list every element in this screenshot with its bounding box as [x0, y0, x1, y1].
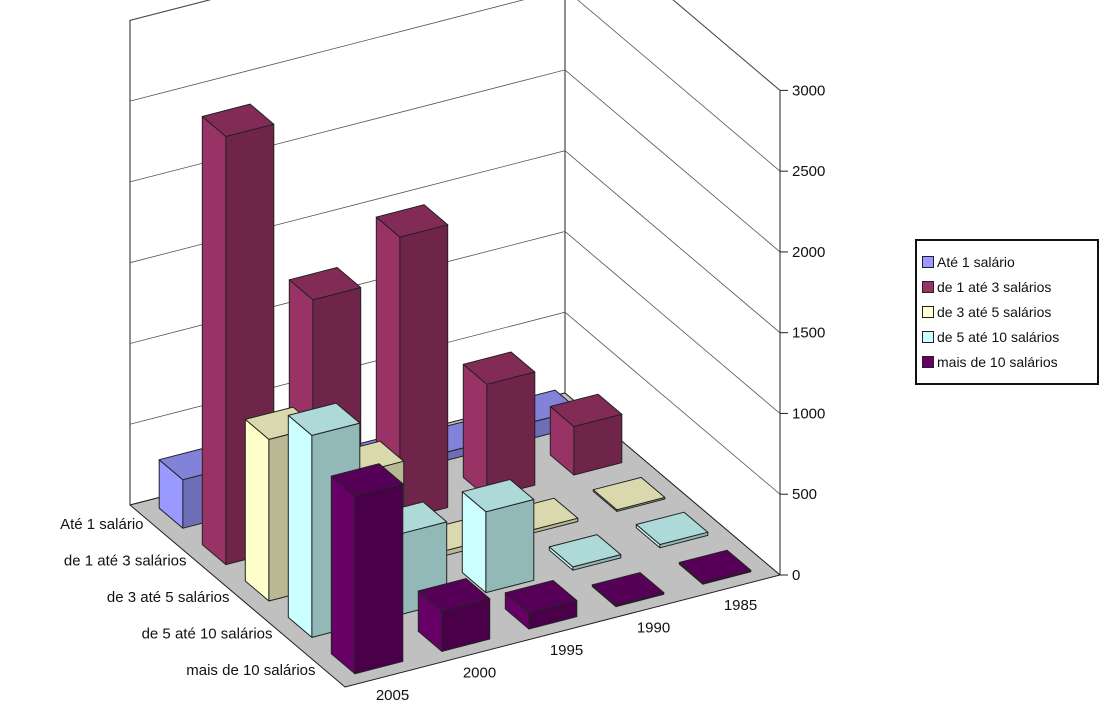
legend-label: de 5 até 10 salários: [937, 328, 1060, 345]
legend-item-5-a-10-salarios: de 5 até 10 salários: [922, 324, 1097, 349]
bar-1985-s1-top: [549, 393, 623, 427]
series-axis-label: mais de 10 salários: [186, 662, 315, 679]
bar-1985-s2-top: [592, 476, 666, 511]
y-tick-label: 1000: [792, 405, 825, 422]
legend-item-mais-de-10-salarios: mais de 10 salários: [922, 349, 1097, 374]
legend-item-ate-1-salario: Até 1 salário: [922, 249, 1097, 274]
series-axis-label: de 5 até 10 salários: [142, 625, 273, 642]
legend-item-3-a-5-salarios: de 3 até 5 salários: [922, 299, 1097, 324]
bar-1990-s1-top: [462, 351, 536, 385]
bar-2005-s1-top: [201, 103, 275, 137]
bar-1995-s4-top: [504, 580, 578, 614]
bar-2005-s4-face-front: [354, 483, 404, 675]
x-tick-label: 2005: [376, 687, 409, 704]
legend: Até 1 salário de 1 até 3 salários de 3 a…: [915, 239, 1099, 385]
y-tick-label: 0: [792, 567, 800, 584]
gridline: [129, 69, 781, 253]
legend-label: de 1 até 3 salários: [937, 278, 1052, 295]
x-tick-label: 1985: [724, 597, 757, 614]
legend-swatch: [922, 305, 934, 318]
x-tick-label: 2000: [463, 664, 496, 681]
bar-1995-s3-face-front: [485, 499, 535, 594]
bar-2005-s2-face-left: [244, 418, 270, 602]
bar-1990-s4-top: [591, 572, 665, 606]
bar-2005-s1-face-left: [201, 116, 227, 566]
bar-2005-s4-top: [330, 463, 404, 497]
bar-1995-s3-top: [461, 479, 535, 513]
bar-1995-s1-face-front: [399, 224, 449, 521]
series-axis-label: Até 1 salário: [60, 516, 143, 533]
y-tick-label: 2000: [792, 244, 825, 261]
legend-swatch: [922, 330, 934, 343]
bar-1990-s1-face-left: [462, 363, 488, 498]
series-axis-label: de 1 até 3 salários: [64, 553, 187, 570]
bar-2005-s4-face-left: [330, 475, 356, 675]
bar-1995-s1-top: [375, 204, 449, 238]
y-tick-label: 3000: [792, 82, 825, 99]
legend-swatch: [922, 255, 934, 268]
y-tick-label: 2500: [792, 163, 825, 180]
bar-1990-s3-top: [548, 534, 622, 568]
bar-2005-s3-face-left: [287, 414, 313, 638]
x-tick-label: 1995: [550, 642, 583, 659]
bar-1985-s3-top: [635, 511, 709, 545]
y-tick-label: 500: [792, 486, 817, 503]
x-tick-label: 1990: [637, 620, 670, 637]
legend-item-1-a-3-salarios: de 1 até 3 salários: [922, 274, 1097, 299]
legend-label: de 3 até 5 salários: [937, 303, 1052, 320]
legend-swatch: [922, 280, 934, 293]
bar-1990-s1-face-front: [486, 371, 536, 498]
gridline: [129, 150, 781, 333]
legend-label: mais de 10 salários: [937, 353, 1058, 370]
gridline: [129, 0, 781, 172]
bar-2000-s4-top: [417, 578, 491, 612]
gridline: [129, 0, 781, 91]
gridline: [129, 231, 781, 414]
legend-label: Até 1 salário: [937, 253, 1015, 270]
gridline: [129, 311, 781, 495]
series-axis-label: de 3 até 5 salários: [107, 589, 230, 606]
legend-swatch: [922, 355, 934, 368]
bar-1985-s4-top: [678, 549, 752, 584]
bar-2000-s1-top: [288, 267, 362, 301]
y-tick-label: 1500: [792, 325, 825, 342]
bar-2005-s3-top: [287, 402, 361, 436]
